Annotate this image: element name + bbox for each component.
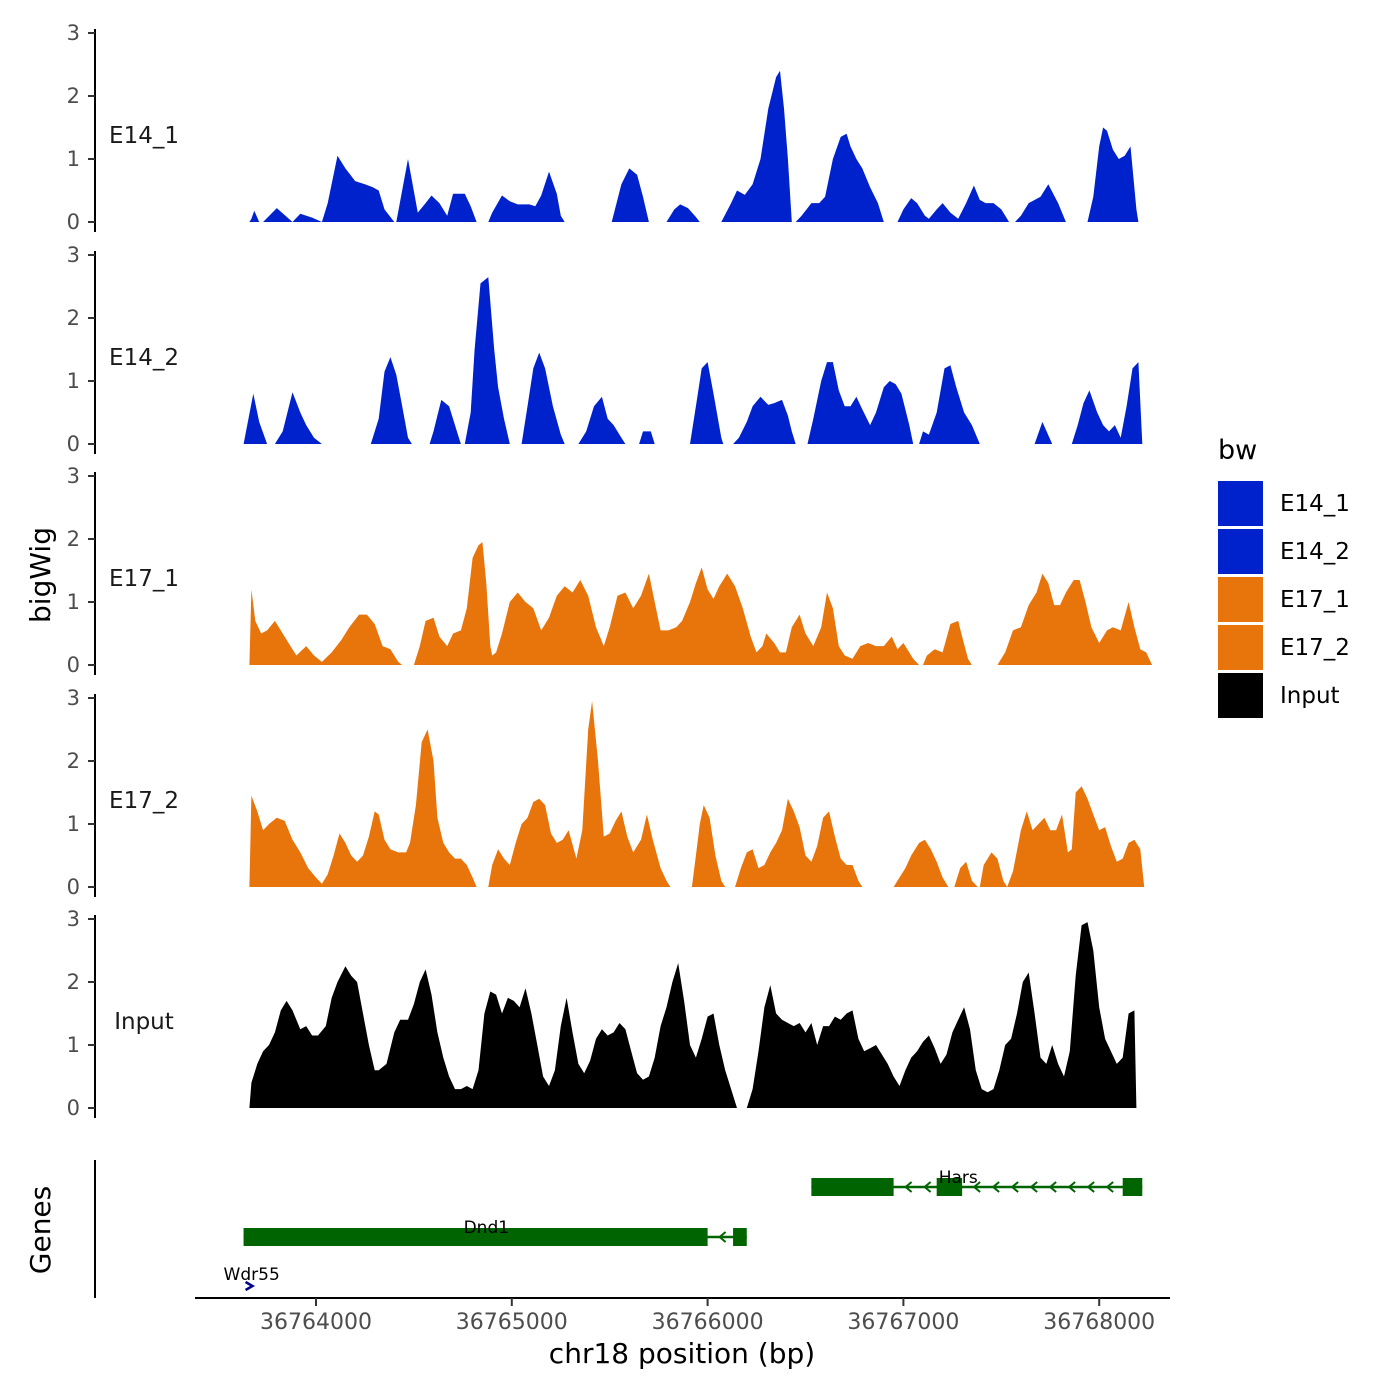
strand-chevron <box>923 1181 932 1193</box>
gene-label: Hars <box>939 1168 978 1188</box>
y-tick-label: 0 <box>67 653 80 677</box>
x-axis: 36764000 36765000 36766000 36767000 36768000 <box>195 1297 1170 1335</box>
coverage-tracks: 0 1 2 3 E14_1 0 1 2 3 E14_2 0 1 2 3 E17_1 0 1 2 3 E17_2 0 1 2 3… <box>67 21 1153 1120</box>
gene-Hars: Hars <box>811 1168 1143 1196</box>
y-tick-label: 3 <box>67 243 80 267</box>
legend-label: E17_1 <box>1280 587 1350 613</box>
x-tick-label: 36765000 <box>456 1310 568 1335</box>
y-axis-title: bigWig <box>24 527 57 623</box>
y-tick-label: 2 <box>67 306 80 330</box>
legend-title: bw <box>1218 435 1257 466</box>
gene-Wdr55: Wdr55 <box>224 1265 280 1292</box>
strand-chevron <box>1086 1181 1095 1193</box>
legend-label: Input <box>1280 683 1340 709</box>
exon <box>733 1228 747 1246</box>
strand-chevron <box>1105 1181 1114 1193</box>
track-E14_1: 0 1 2 3 E14_1 <box>67 21 1139 234</box>
y-tick-label: 3 <box>67 21 80 45</box>
legend-label: E17_2 <box>1280 635 1350 661</box>
gene-label: Wdr55 <box>224 1265 280 1285</box>
legend-swatch <box>1218 529 1263 574</box>
y-tick-label: 0 <box>67 875 80 899</box>
x-tick-label: 36768000 <box>1043 1310 1155 1335</box>
x-tick-label: 36764000 <box>260 1310 372 1335</box>
coverage-area-E14_1 <box>249 70 1139 222</box>
y-tick-label: 0 <box>67 432 80 456</box>
exon <box>1122 1178 1143 1196</box>
strand-chevron <box>1048 1181 1057 1193</box>
track-E14_2: 0 1 2 3 E14_2 <box>67 243 1143 456</box>
legend-label: E14_2 <box>1280 539 1350 565</box>
track-E17_2: 0 1 2 3 E17_2 <box>67 686 1145 899</box>
strand-chevron <box>718 1231 727 1243</box>
gene-Dnd1: Dnd1 <box>243 1218 747 1246</box>
legend-label: E14_1 <box>1280 491 1350 517</box>
y-tick-label: 2 <box>67 970 80 994</box>
y-tick-label: 2 <box>67 527 80 551</box>
y-tick-label: 0 <box>67 1096 80 1120</box>
y-tick-label: 2 <box>67 84 80 108</box>
y-tick-label: 1 <box>67 1033 80 1057</box>
x-axis-title: chr18 position (bp) <box>549 1337 815 1370</box>
y-tick-label: 0 <box>67 210 80 234</box>
gene-arrow <box>244 1280 256 1292</box>
track-label: E17_1 <box>109 566 179 592</box>
genes-axis-title: Genes <box>24 1186 57 1274</box>
track-label: E14_1 <box>109 123 179 149</box>
coverage-area-Input <box>249 922 1137 1108</box>
coverage-area-E14_2 <box>243 277 1143 444</box>
track-Input: 0 1 2 3 Input <box>67 907 1137 1120</box>
legend: bw E14_1 E14_2 E17_1 E17_2 Input <box>1218 435 1350 718</box>
y-tick-label: 2 <box>67 749 80 773</box>
gene-track: Hars Dnd1 Wdr55 <box>94 1160 1143 1298</box>
y-tick-label: 3 <box>67 464 80 488</box>
y-tick-label: 1 <box>67 369 80 393</box>
coverage-area-E17_2 <box>249 701 1145 887</box>
x-tick-label: 36766000 <box>652 1310 764 1335</box>
coverage-area-E17_1 <box>249 542 1153 665</box>
track-label: Input <box>114 1009 174 1035</box>
y-tick-label: 3 <box>67 686 80 710</box>
track-E17_1: 0 1 2 3 E17_1 <box>67 464 1153 677</box>
y-tick-label: 3 <box>67 907 80 931</box>
strand-chevron <box>1029 1181 1038 1193</box>
y-tick-label: 1 <box>67 590 80 614</box>
exon <box>243 1228 708 1246</box>
strand-chevron <box>991 1181 1000 1193</box>
track-label: E17_2 <box>109 788 179 814</box>
y-tick-label: 1 <box>67 147 80 171</box>
strand-chevron <box>1010 1181 1019 1193</box>
strand-chevron <box>972 1181 981 1193</box>
legend-swatch <box>1218 481 1263 526</box>
x-tick-label: 36767000 <box>847 1310 959 1335</box>
gene-label: Dnd1 <box>464 1218 509 1238</box>
exon <box>811 1178 894 1196</box>
exon <box>936 1178 963 1196</box>
strand-chevron <box>1067 1181 1076 1193</box>
strand-chevron <box>904 1181 913 1193</box>
y-tick-label: 1 <box>67 812 80 836</box>
legend-swatch <box>1218 577 1263 622</box>
legend-swatch <box>1218 673 1263 718</box>
track-label: E14_2 <box>109 345 179 371</box>
legend-swatch <box>1218 625 1263 670</box>
